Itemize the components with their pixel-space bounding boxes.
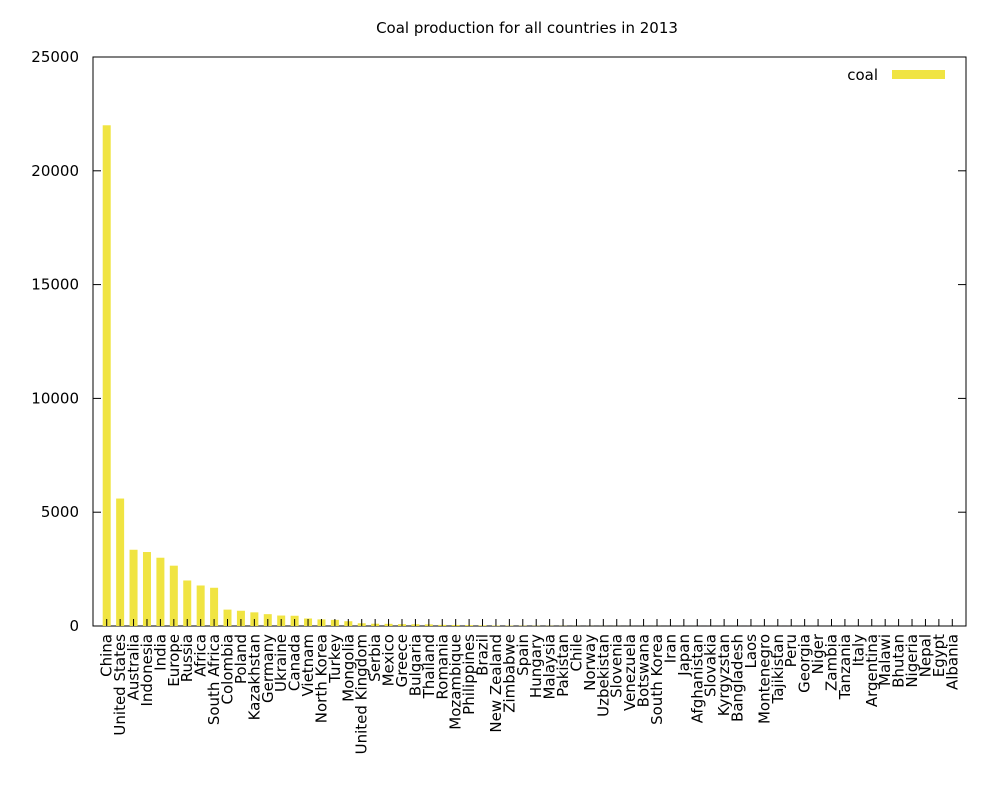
bar-united-states[interactable] (116, 499, 124, 626)
bar-australia[interactable] (130, 550, 138, 626)
y-tick-label: 15000 (31, 276, 79, 294)
y-tick-label: 10000 (31, 389, 79, 407)
chart-title: Coal production for all countries in 201… (376, 19, 678, 37)
legend-swatch (892, 70, 945, 79)
plot-frame (93, 57, 966, 626)
bar-india[interactable] (156, 558, 164, 626)
bar-indonesia[interactable] (143, 552, 151, 626)
legend-label: coal (847, 66, 878, 84)
y-tick-label: 20000 (31, 162, 79, 180)
x-tick-label: Albania (943, 634, 961, 690)
bar-europe[interactable] (170, 566, 178, 626)
y-tick-label: 25000 (31, 48, 79, 66)
bar-china[interactable] (103, 125, 111, 626)
y-tick-label: 5000 (41, 503, 79, 521)
y-tick-label: 0 (69, 617, 79, 635)
